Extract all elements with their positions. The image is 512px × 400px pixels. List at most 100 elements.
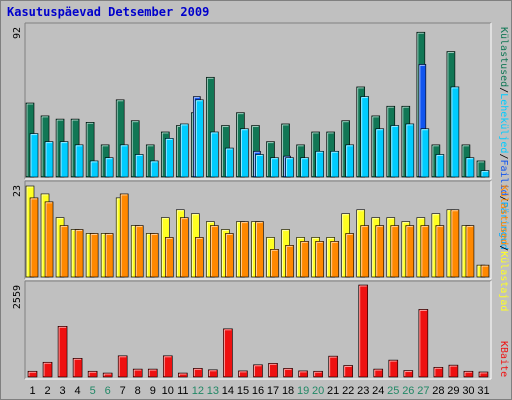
bar-pages-day-1 (29, 133, 39, 178)
bar-pages-day-19 (300, 157, 309, 178)
bar-pages-day-6 (104, 157, 114, 178)
bar-pages-day-9 (149, 160, 159, 178)
bar-hosts-b-day-10 (164, 237, 174, 278)
bar-pages-day-5 (89, 160, 99, 178)
bar-pages-day-28 (435, 154, 445, 178)
bar-hosts-b-day-14 (225, 233, 234, 278)
bar-pages-day-20 (315, 150, 324, 178)
bar-kbytes-day-8 (132, 368, 143, 378)
bar-kbytes-day-7 (117, 355, 128, 378)
bar-pages-day-31 (480, 170, 490, 178)
xaxis-label-day-14: 14 (222, 385, 234, 397)
xaxis-label-day-5: 5 (90, 385, 96, 397)
bar-kbytes-day-27 (418, 309, 429, 378)
bar-pages-day-21 (330, 150, 339, 178)
bar-hosts-b-day-21 (330, 241, 339, 278)
bar-kbytes-day-29 (448, 364, 459, 378)
xaxis-label-day-30: 30 (462, 385, 474, 397)
xaxis-label-day-22: 22 (342, 385, 354, 397)
bar-kbytes-day-20 (313, 370, 323, 378)
xaxis-label-day-4: 4 (75, 385, 81, 397)
bar-hosts-b-day-27 (420, 225, 430, 278)
xaxis-label-day-8: 8 (135, 385, 141, 397)
bar-pages-day-18 (285, 157, 294, 178)
bar-pages-day-13 (210, 131, 219, 178)
bar-hosts-b-day-30 (465, 225, 475, 278)
bar-kbytes-day-18 (283, 368, 293, 378)
bar-pages-day-30 (465, 157, 475, 178)
bar-hosts-b-day-19 (300, 241, 309, 278)
xaxis-label-day-12: 12 (192, 385, 204, 397)
legend-hosts-item: Külastused (498, 185, 509, 245)
bar-pages-day-25 (390, 125, 400, 178)
xaxis-label-day-18: 18 (282, 385, 294, 397)
xaxis-label-day-3: 3 (60, 385, 66, 397)
bar-kbytes-day-22 (343, 365, 353, 378)
xaxis-label-day-24: 24 (372, 385, 384, 397)
bar-pages-day-10 (164, 138, 174, 178)
legend-kbytes-item: KBaite (498, 341, 509, 377)
bar-kbytes-day-6 (102, 372, 113, 378)
bar-hosts-b-day-16 (255, 221, 264, 278)
yaxis-max-hosts: 23 (12, 185, 23, 197)
legend-visits-item: Päringud (498, 202, 509, 250)
bar-pages-day-3 (59, 141, 69, 178)
bar-hosts-b-day-1 (29, 197, 39, 278)
bar-kbytes-day-26 (403, 370, 414, 378)
legend-kbytes: KBaite (498, 341, 509, 377)
bar-hosts-b-day-11 (180, 217, 189, 278)
xaxis-label-day-19: 19 (297, 385, 309, 397)
xaxis-label-day-7: 7 (120, 385, 126, 397)
bar-hosts-b-day-31 (480, 264, 490, 278)
xaxis-label-day-27: 27 (417, 385, 429, 397)
xaxis-label-day-10: 10 (162, 385, 174, 397)
bar-kbytes-day-5 (87, 370, 98, 378)
bar-pages-day-4 (74, 144, 84, 178)
bar-hosts-b-day-3 (59, 225, 69, 278)
bar-kbytes-day-23 (358, 284, 369, 378)
bar-pages-day-17 (270, 157, 279, 178)
bar-hosts-b-day-7 (119, 193, 129, 278)
bar-pages-day-11 (180, 123, 189, 178)
bar-kbytes-day-14 (223, 328, 233, 378)
bar-hosts-b-day-15 (240, 221, 249, 278)
bar-pages-day-16 (255, 154, 264, 178)
bar-kbytes-day-17 (268, 363, 278, 378)
bar-kbytes-day-2 (42, 361, 53, 378)
bar-pages-day-7 (119, 144, 129, 178)
xaxis-label-day-26: 26 (402, 385, 414, 397)
bar-hosts-b-day-8 (134, 225, 144, 278)
bar-pages-day-22 (345, 144, 354, 178)
bar-hosts-b-day-13 (210, 225, 219, 278)
xaxis-label-day-1: 1 (29, 385, 35, 397)
bar-hosts-b-day-12 (195, 237, 204, 278)
bar-pages-day-23 (360, 96, 370, 178)
bar-hosts-b-day-29 (450, 209, 460, 278)
bar-pages-day-29 (450, 86, 460, 178)
bar-kbytes-day-19 (298, 370, 308, 378)
bar-hosts-b-day-4 (74, 229, 84, 278)
bar-pages-day-26 (405, 123, 415, 178)
bar-kbytes-day-4 (72, 358, 83, 378)
xaxis-label-day-23: 23 (357, 385, 369, 397)
xaxis-label-day-29: 29 (447, 385, 459, 397)
bar-pages-day-12 (195, 99, 204, 178)
legend-visits: Külastused/Leheküljed/Failid/Päringud (498, 27, 509, 250)
bar-kbytes-day-1 (27, 370, 38, 378)
xaxis-label-day-20: 20 (312, 385, 324, 397)
bar-pages-day-14 (225, 147, 234, 178)
chart-title: Kasutuspäevad Detsember 2009 (7, 5, 210, 19)
yaxis-max-visits: 92 (12, 27, 23, 39)
bar-pages-day-15 (240, 128, 249, 178)
yaxis-max-kbytes: 2559 (12, 285, 23, 309)
bar-kbytes-day-9 (147, 368, 158, 378)
bar-kbytes-day-16 (253, 364, 263, 378)
bar-kbytes-day-28 (433, 366, 444, 378)
bar-hosts-b-day-5 (89, 233, 99, 278)
xaxis-label-day-6: 6 (105, 385, 111, 397)
bar-hosts-b-day-26 (405, 225, 415, 278)
bar-hosts-b-day-9 (149, 233, 159, 278)
xaxis-label-day-16: 16 (252, 385, 264, 397)
